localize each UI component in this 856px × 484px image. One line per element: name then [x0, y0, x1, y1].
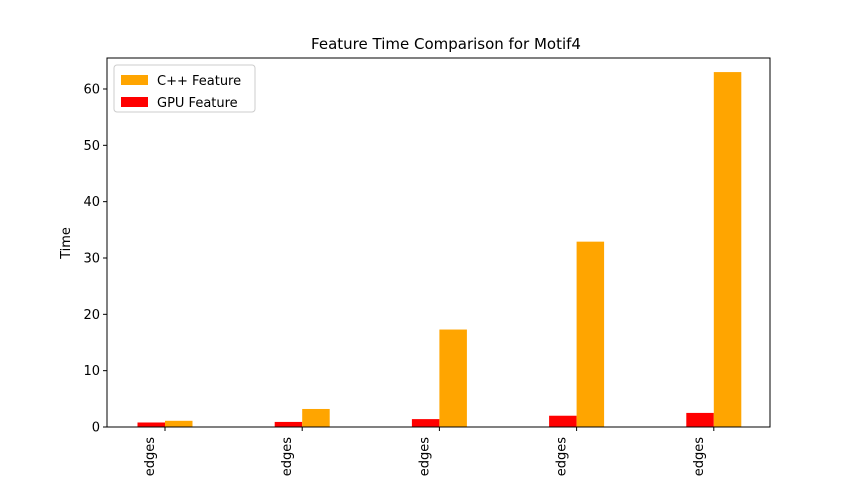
y-tick-label: 10 [83, 364, 100, 379]
x-tick-label: edges [280, 437, 295, 477]
gpu-feature-bar [411, 419, 440, 427]
x-tick-label: edges [143, 437, 158, 477]
plot-area: 0 10 20 30 40 50 60 edges edges edges edges edges [83, 57, 771, 477]
c-feature-bar [576, 241, 605, 427]
x-tick-label: edges [692, 437, 707, 477]
legend-swatch [121, 75, 148, 85]
legend: C++ Feature GPU Feature [113, 64, 256, 113]
legend-label: C++ Feature [157, 74, 241, 89]
y-tick-label: 0 [92, 421, 100, 436]
c-feature-bar [439, 329, 467, 427]
gpu-feature-bar [137, 422, 165, 427]
legend-label: GPU Feature [157, 96, 238, 111]
y-axis-label: Time [59, 227, 74, 260]
plot-frame [106, 57, 771, 428]
c-feature-bar [165, 420, 193, 427]
y-tick-label: 30 [83, 251, 100, 266]
x-tick-label: edges [417, 437, 432, 477]
c-feature-bar [302, 408, 330, 427]
y-tick-label: 60 [83, 82, 100, 97]
chart-title: Feature Time Comparison for Motif4 [311, 35, 581, 53]
c-feature-bar [713, 72, 742, 427]
legend-swatch [121, 97, 148, 107]
gpu-feature-bar [686, 412, 714, 427]
legend-box [113, 64, 256, 113]
gpu-feature-bar [549, 415, 577, 427]
gpu-feature-bar [274, 421, 303, 427]
x-tick-label: edges [555, 437, 570, 477]
y-tick-label: 20 [83, 308, 100, 323]
y-tick-label: 50 [83, 139, 100, 154]
y-tick-label: 40 [83, 195, 100, 210]
